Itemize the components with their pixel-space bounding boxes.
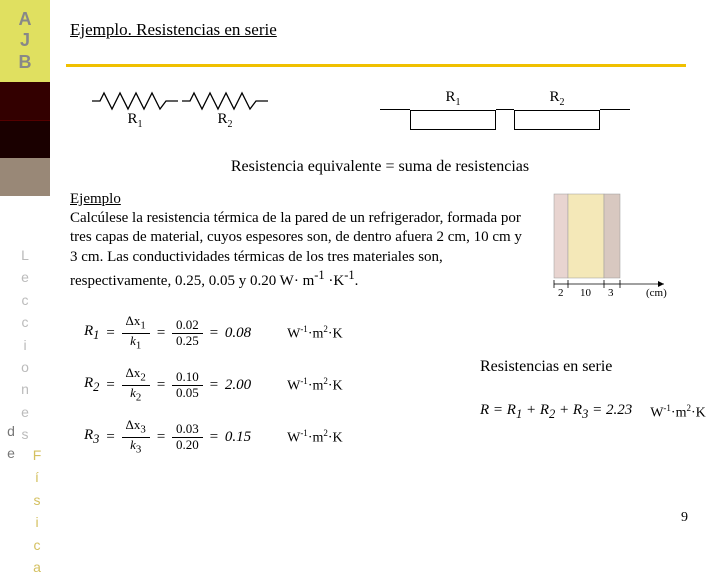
layers-svg: 2 10 3 (cm) [544, 192, 684, 302]
resistor-boxes: R1 R2 [380, 89, 630, 130]
sidebar-word-fisica: Física [12, 444, 62, 578]
resistor-box-1 [410, 110, 496, 130]
unit-1: W-1·m2·K [287, 324, 343, 343]
page-title: Ejemplo. Resistencias en serie [70, 20, 710, 40]
sidebar-thumb-3 [0, 158, 50, 196]
series-title: Resistencias en serie [480, 358, 706, 376]
resistor-box-2 [514, 110, 600, 130]
sidebar-thumb-1 [0, 82, 50, 120]
resistor-row: R1 R2 R1 R2 [90, 89, 710, 130]
sidebar-word-lecciones: Lecciones [0, 244, 50, 446]
unit-2: W-1·m2·K [287, 376, 343, 395]
wire-mid [496, 109, 514, 110]
sidebar: A J B Lecciones de Física [0, 0, 50, 540]
resistor-zigzag-1 [90, 89, 180, 113]
example-body: Calcúlese la resistencia térmica de la p… [70, 210, 522, 289]
r2-label: R2 [217, 111, 232, 127]
box-r2-label: R2 [549, 89, 564, 105]
r1-label: R1 [127, 111, 142, 127]
wire-right [600, 109, 630, 110]
formula-r1: R1 = Δx1k1 = 0.020.25 = 0.08 W-1·m2·K [84, 314, 710, 352]
layer-label-2: 10 [580, 287, 592, 299]
title-rule [66, 64, 686, 67]
example-heading: Ejemplo [70, 191, 121, 207]
logo-j: J [20, 30, 30, 52]
sidebar-thumb-2 [0, 120, 50, 158]
logo-b: B [19, 52, 32, 74]
unit-total: W-1·m2·K [650, 403, 706, 422]
resistor-zigzag-2 [180, 89, 270, 113]
formula-r3: R3 = Δx3k3 = 0.030.20 = 0.15 W-1·m2·K [84, 418, 710, 456]
logo-a: A [19, 9, 32, 31]
main-content: Ejemplo. Resistencias en serie R1 R2 R1 [60, 0, 710, 540]
layer-label-1: 2 [558, 287, 564, 299]
box-r1-label: R1 [445, 89, 460, 105]
right-column: Resistencias en serie R = R1 + R2 + R3 =… [480, 358, 706, 422]
layer-label-3: 3 [608, 287, 614, 299]
total-equation: R = R1 + R2 + R3 = 2.23 W-1·m2·K [480, 402, 706, 422]
unit-3: W-1·m2·K [287, 428, 343, 447]
resistor-symbols: R1 R2 [90, 89, 270, 130]
sidebar-logo: A J B [0, 0, 50, 82]
page-number: 9 [681, 510, 688, 526]
example-block: Ejemplo Calcúlese la resistencia térmica… [70, 190, 710, 302]
layers-diagram: 2 10 3 (cm) [544, 192, 684, 302]
equivalence-text: Resistencia equivalente = suma de resist… [50, 158, 710, 176]
wire-left [380, 109, 410, 110]
example-text: Ejemplo Calcúlese la resistencia térmica… [70, 190, 530, 302]
layer-unit: (cm) [646, 287, 667, 299]
